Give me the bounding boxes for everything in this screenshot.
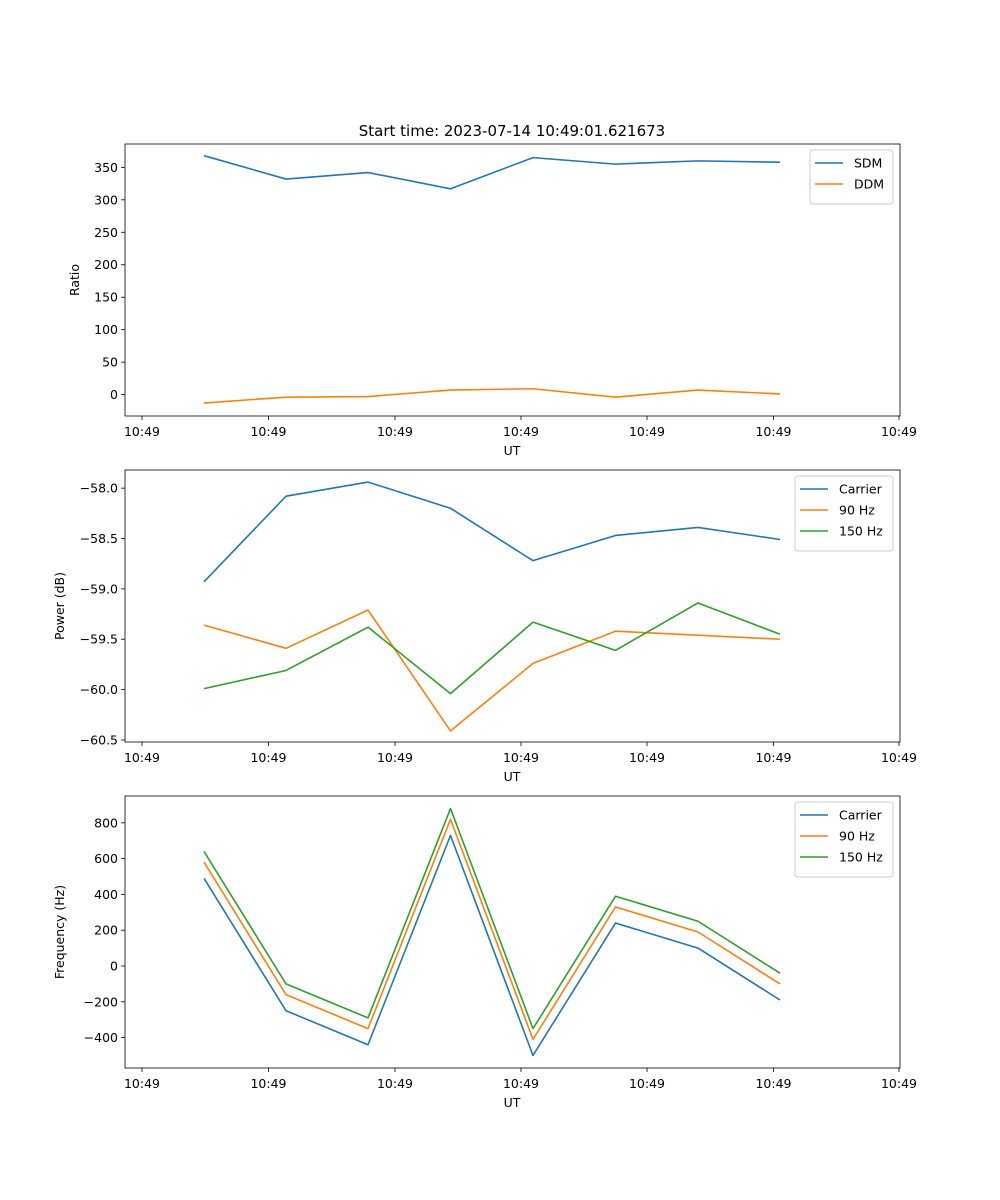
plot-panel-1: 0 50 100 150 200 250 300 350 10:49 10:49 10:49 10:4… [67, 143, 917, 458]
x-axis-label: UT [504, 443, 521, 458]
x-tick-label: 10:49 [881, 750, 917, 765]
y-axis-label: Ratio [67, 264, 82, 296]
legend-box [794, 475, 894, 552]
y-tick-label: 350 [94, 160, 118, 175]
y-tick-label: 800 [94, 815, 118, 830]
x-tick-label: 10:49 [503, 424, 539, 439]
y-axis-label: Power (dB) [52, 572, 67, 640]
x-tick-label: 10:49 [377, 424, 413, 439]
y-tick-label: 200 [94, 257, 118, 272]
y-tick-label: −60.0 [80, 682, 118, 697]
y-tick-label: 300 [94, 192, 118, 207]
legend-entry: SDM [854, 156, 882, 171]
legend-entry: 90 Hz [839, 503, 875, 518]
legend-entry: 90 Hz [839, 829, 875, 844]
plots: 0 50 100 150 200 250 300 350 10:49 10:49 10:49 10:4… [52, 143, 917, 1110]
series-line-ddm [203, 387, 781, 404]
chart-title: Start time: 2023-07-14 10:49:01.621673 [359, 122, 665, 140]
series-line-90-hz [203, 818, 781, 1041]
legend: SDM DDM [809, 149, 894, 205]
plot-panel-2: −60.5 −60.0 −59.5 −59.0 −58.5 −58.0 10:49 10:49… [52, 469, 917, 784]
x-tick-label: 10:49 [629, 424, 665, 439]
axes-frame [124, 143, 901, 417]
x-tick-label: 10:49 [755, 750, 791, 765]
x-tick-label: 10:49 [124, 424, 160, 439]
x-tick-label: 10:49 [881, 1076, 917, 1091]
y-tick-label: 50 [102, 355, 118, 370]
legend-entry: 150 Hz [839, 524, 883, 539]
legend-entry: DDM [854, 177, 884, 192]
series-line-sdm [203, 154, 781, 190]
x-tick-label: 10:49 [503, 750, 539, 765]
x-tick-label: 10:49 [755, 1076, 791, 1091]
legend-entry: 150 Hz [839, 850, 883, 865]
y-tick-label: 150 [94, 290, 118, 305]
y-tick-label: −59.0 [80, 581, 118, 596]
x-tick-label: 10:49 [629, 1076, 665, 1091]
y-tick-label: −59.5 [80, 632, 118, 647]
series-line-carrier [203, 834, 781, 1057]
legend: Carrier 90 Hz 150 Hz [794, 801, 894, 878]
y-tick-label: −58.5 [80, 531, 118, 546]
legend-box [794, 801, 894, 878]
y-tick-label: 200 [94, 923, 118, 938]
legend: Carrier 90 Hz 150 Hz [794, 475, 894, 552]
axes-frame [124, 795, 901, 1069]
y-tick-label: 0 [110, 959, 118, 974]
legend-entry: Carrier [839, 482, 883, 497]
y-tick-label: −400 [84, 1030, 118, 1045]
series-line-carrier [203, 481, 781, 583]
x-tick-label: 10:49 [503, 1076, 539, 1091]
y-tick-label: −58.0 [80, 481, 118, 496]
y-tick-label: 400 [94, 887, 118, 902]
x-tick-label: 10:49 [124, 1076, 160, 1091]
series-line-90-hz [203, 609, 781, 732]
axes-frame [124, 469, 901, 743]
y-tick-label: 250 [94, 225, 118, 240]
y-axis-label: Frequency (Hz) [52, 885, 67, 979]
x-axis-label: UT [504, 769, 521, 784]
x-tick-label: 10:49 [250, 424, 286, 439]
y-tick-label: 600 [94, 851, 118, 866]
series-line-150-hz [203, 807, 781, 1030]
x-tick-label: 10:49 [250, 1076, 286, 1091]
plot-panel-3: −400 −200 0 200 400 600 800 10:49 10:49 10:49 10:4… [52, 795, 917, 1110]
x-tick-label: 10:49 [629, 750, 665, 765]
x-tick-label: 10:49 [124, 750, 160, 765]
x-tick-label: 10:49 [250, 750, 286, 765]
x-axis-label: UT [504, 1095, 521, 1110]
y-tick-label: −200 [84, 994, 118, 1009]
y-tick-label: −60.5 [80, 732, 118, 747]
legend-entry: Carrier [839, 808, 883, 823]
y-tick-label: 0 [110, 387, 118, 402]
x-tick-label: 10:49 [881, 424, 917, 439]
x-tick-label: 10:49 [377, 750, 413, 765]
series-line-150-hz [203, 602, 781, 695]
x-tick-label: 10:49 [755, 424, 791, 439]
y-tick-label: 100 [94, 322, 118, 337]
x-tick-label: 10:49 [377, 1076, 413, 1091]
